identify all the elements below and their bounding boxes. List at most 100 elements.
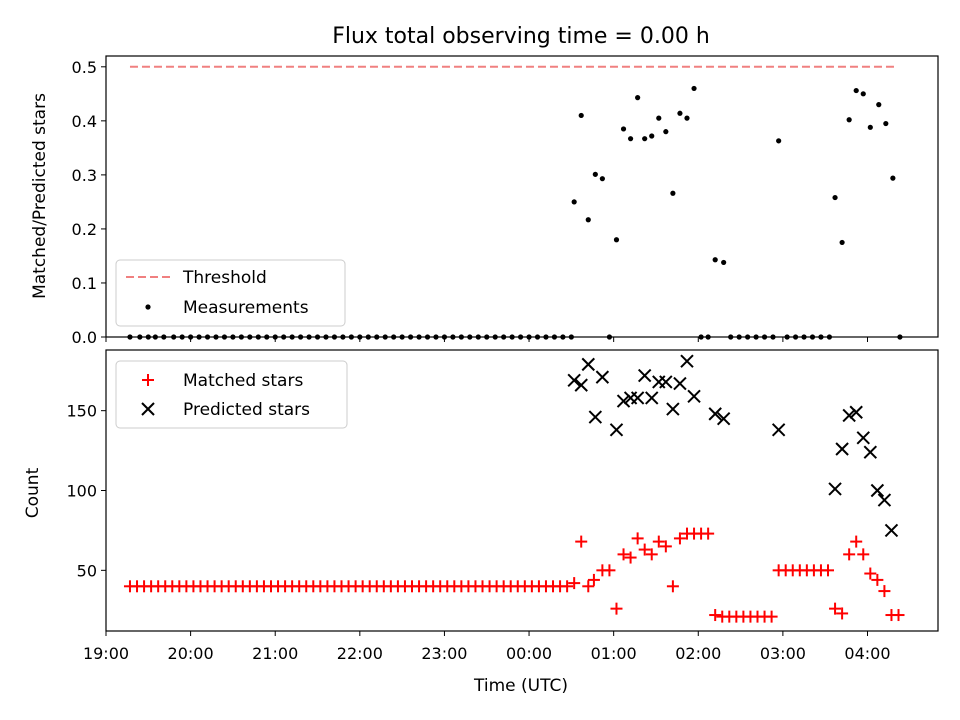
matched-star-marker (765, 610, 778, 623)
predicted-star-marker (581, 357, 595, 372)
matched-star-marker (575, 535, 588, 548)
x-tick-label: 01:00 (591, 644, 637, 663)
predicted-star-marker (687, 389, 701, 404)
measurement-point (721, 259, 727, 266)
matched-star-marker (582, 580, 595, 593)
x-tick-label: 21:00 (252, 644, 298, 663)
legend-measurements-label: Measurements (183, 298, 309, 318)
x-tick-label: 23:00 (421, 644, 467, 663)
y-axis-label-ratio: Matched/Predicted stars (30, 93, 50, 299)
predicted-star-marker (616, 394, 631, 408)
matched-star-marker (568, 577, 581, 590)
measurement-point (712, 257, 718, 263)
predicted-star-marker (673, 376, 687, 391)
predicted-star-marker (849, 405, 863, 419)
y-axis-counts: 50 100 150 (66, 402, 106, 580)
matched-star-marker (638, 543, 651, 556)
measurement-point (592, 171, 598, 177)
legend-ratio: Threshold Measurements (115, 259, 346, 327)
matched-star-marker (561, 580, 574, 593)
matched-star-marker (871, 573, 884, 586)
y-tick-label: 0.3 (72, 166, 97, 185)
predicted-star-marker (574, 378, 588, 392)
measurement-point (642, 136, 648, 142)
measurement-point (571, 199, 577, 205)
chart-title: Flux total observing time = 0.00 h (332, 24, 710, 49)
matched-star-marker (624, 551, 637, 564)
matched-star-marker (617, 548, 630, 561)
measurement-point (620, 126, 627, 132)
legend-measurements-swatch (145, 304, 151, 310)
y-tick-label: 100 (66, 482, 97, 501)
predicted-star-marker (856, 431, 870, 445)
predicted-star-marker (708, 407, 722, 421)
x-tick-label: 20:00 (168, 644, 214, 663)
measurement-point (635, 95, 641, 101)
legend-predicted-swatch (141, 402, 155, 416)
legend-matched-label: Matched stars (183, 371, 303, 391)
x-tick-label: 03:00 (760, 644, 806, 663)
measurement-point (776, 138, 782, 144)
measurement-point (883, 120, 889, 127)
predicted-star-marker (842, 408, 856, 423)
x-axis-ratio (105, 337, 868, 342)
predicted-star-marker (666, 402, 680, 416)
matched-star-marker (709, 609, 722, 622)
y-tick-label: 50 (77, 561, 97, 580)
predicted-star-marker (877, 493, 892, 507)
matched-star-marker (666, 580, 679, 593)
matched-star-marker (673, 532, 686, 545)
measurement-point (656, 115, 662, 121)
legend-threshold-label: Threshold (182, 268, 267, 288)
matched-star-marker (822, 564, 835, 577)
measurement-point (867, 124, 873, 130)
measurement-point (853, 87, 859, 94)
panel-ratio-frame (105, 55, 939, 338)
y-tick-label: 0.0 (72, 328, 97, 347)
predicted-star-marker (884, 523, 899, 538)
y-tick-label: 0.5 (72, 58, 97, 77)
matched-star-marker (610, 602, 623, 615)
x-axis-label: Time (UTC) (473, 676, 568, 696)
predicted-star-marker (595, 370, 610, 384)
legend-matched-swatch (142, 374, 154, 386)
y-axis-label-counts: Count (23, 467, 43, 518)
predicted-star-marker (637, 368, 652, 383)
x-tick-label: 22:00 (337, 644, 383, 663)
measurement-point (585, 217, 591, 223)
measurement-point (684, 115, 690, 121)
matched-star-marker (587, 573, 600, 586)
predicted-star-marker (716, 411, 731, 426)
predicted-star-marker (659, 375, 673, 389)
matched-star-marker (878, 585, 891, 598)
legend-box (115, 360, 348, 429)
matched-star-marker (836, 607, 849, 620)
predicted-star-marker (567, 373, 581, 388)
panel-counts: 50 100 150 19:00 20:00 21:00 22:00 23:00 00:00 0… (23, 349, 939, 696)
measurement-point (627, 136, 634, 142)
x-tick-label: 04:00 (844, 644, 890, 663)
measurement-point (663, 129, 669, 135)
panel-ratio: 0.0 0.1 0.2 0.3 0.4 0.5 Matched/Predicted sta… (30, 55, 939, 347)
measurement-point (876, 102, 882, 108)
measurement-point (832, 194, 838, 201)
measurement-point (890, 175, 896, 181)
measurement-point (613, 237, 620, 243)
legend-predicted-label: Predicted stars (183, 400, 310, 420)
x-tick-label: 00:00 (506, 644, 552, 663)
y-tick-label: 150 (66, 402, 97, 421)
matched-star-marker (850, 535, 863, 548)
predicted-star-marker (680, 354, 694, 368)
x-tick-label: 19:00 (83, 644, 129, 663)
matched-star-marker (652, 535, 665, 548)
legend-counts: Matched stars Predicted stars (115, 360, 348, 429)
measurement-point (670, 190, 676, 196)
matched-star-marker (864, 567, 877, 580)
matched-star-marker (659, 540, 672, 553)
matched-star-marker (645, 548, 658, 561)
matched-star-marker (829, 602, 842, 615)
matched-star-marker (702, 527, 715, 540)
predicted-star-marker (771, 423, 786, 437)
predicted-star-marker (609, 423, 624, 437)
x-axis-counts: 19:00 20:00 21:00 22:00 23:00 00:00 01:00 02:00… (83, 631, 891, 663)
